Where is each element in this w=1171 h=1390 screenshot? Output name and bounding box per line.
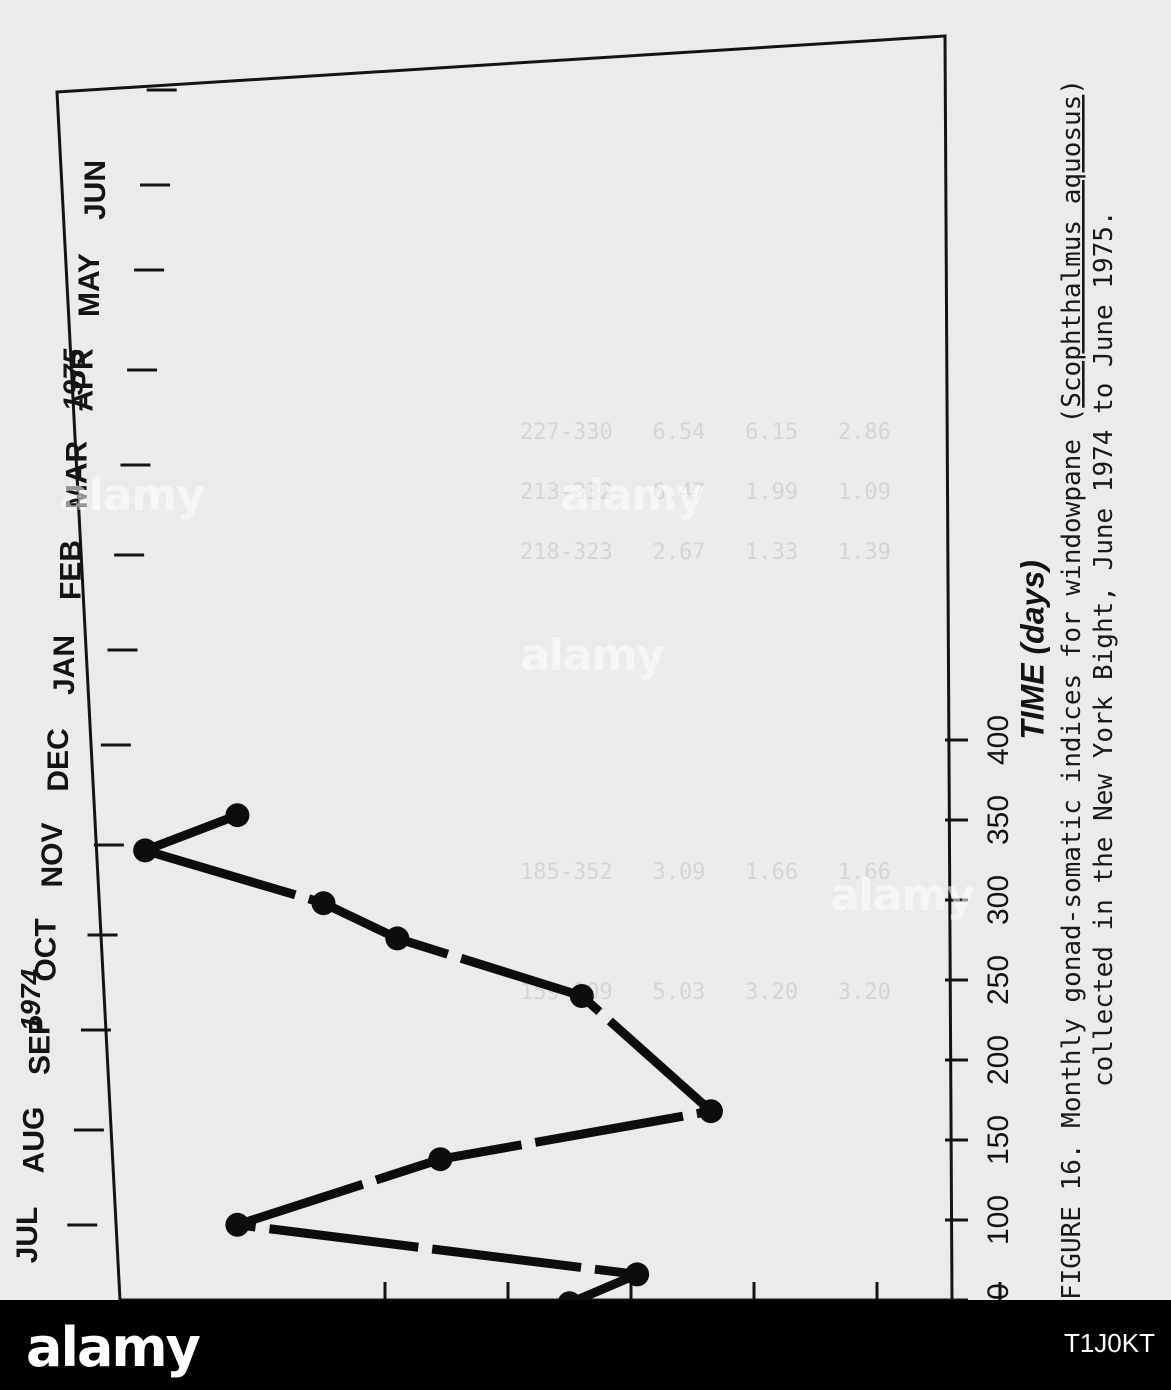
image-id: T1J0KT (1063, 1328, 1155, 1358)
caption-prefix: FIGURE 16. (1057, 1128, 1087, 1300)
month-label: SEP (23, 1015, 56, 1075)
month-label: APR (67, 348, 100, 412)
banner-logo: alamy (26, 1316, 201, 1379)
year-label: 1975 (57, 348, 88, 411)
stock-banner: alamy T1J0KT (0, 1300, 1171, 1390)
data-point (625, 1262, 650, 1287)
x-tick-label: 100 (982, 1195, 1015, 1245)
month-label: OCT (30, 918, 63, 981)
data-point (225, 803, 250, 828)
data-point (225, 1212, 250, 1237)
x-tick-label: 300 (982, 875, 1015, 925)
month-label: JUN (79, 160, 112, 220)
bleed-through-text: 185-352 3.09 1.66 1.66 (520, 860, 891, 885)
caption-text: Monthly gonad-somatic indices for window… (1057, 408, 1087, 1128)
x-tick-label: 400 (982, 715, 1015, 765)
month-label: DEC (42, 728, 75, 791)
month-label: AUG (17, 1107, 50, 1174)
watermark: alamy (560, 470, 705, 521)
bleed-through-text: 227-330 6.54 6.15 2.86 (520, 420, 891, 445)
data-point (569, 984, 594, 1008)
year-label: 1974 (15, 968, 46, 1031)
month-label: FEB (54, 540, 87, 600)
data-point (385, 926, 410, 951)
caption-species: Scophthalmus aquosus (1057, 95, 1087, 408)
scanned-page: 227-330 6.54 6.15 2.86 213-332 6.47 1.99… (4, 34, 1119, 1300)
bleed-through-text: 218-323 2.67 1.33 1.39 (520, 540, 891, 565)
data-point (698, 1099, 723, 1124)
month-label: MAY (73, 253, 106, 317)
x-axis-label: TIME (days) (1014, 560, 1050, 740)
x-tick-label: 150 (982, 1115, 1015, 1165)
watermark: alamy (830, 870, 975, 921)
bleed-through-text: 213-332 6.47 1.99 1.09 (520, 480, 891, 505)
x-tick-label: 350 (982, 795, 1015, 845)
x-tick-label: 250 (982, 955, 1015, 1005)
caption-end: ) (1057, 79, 1087, 95)
caption-line-2: collected in the New York Bight, June 19… (1089, 210, 1119, 1087)
month-label: JUL (11, 1207, 44, 1264)
data-point (557, 1291, 582, 1300)
caption: FIGURE 16. Monthly gonad-somatic indices… (1057, 79, 1119, 1300)
watermark: alamy (520, 630, 665, 681)
month-label: JAN (48, 635, 81, 695)
data-point (133, 838, 158, 863)
plot-frame (55, 34, 954, 1300)
data-point (311, 891, 336, 916)
month-label: MAR (61, 441, 94, 510)
data-point (428, 1147, 453, 1172)
caption-line-1: FIGURE 16. Monthly gonad-somatic indices… (1057, 79, 1087, 1300)
x-tick-label: 50 (982, 1283, 1015, 1300)
x-tick-label: 200 (982, 1035, 1015, 1085)
watermark: alamy (60, 470, 205, 521)
month-label: NOV (36, 822, 69, 887)
